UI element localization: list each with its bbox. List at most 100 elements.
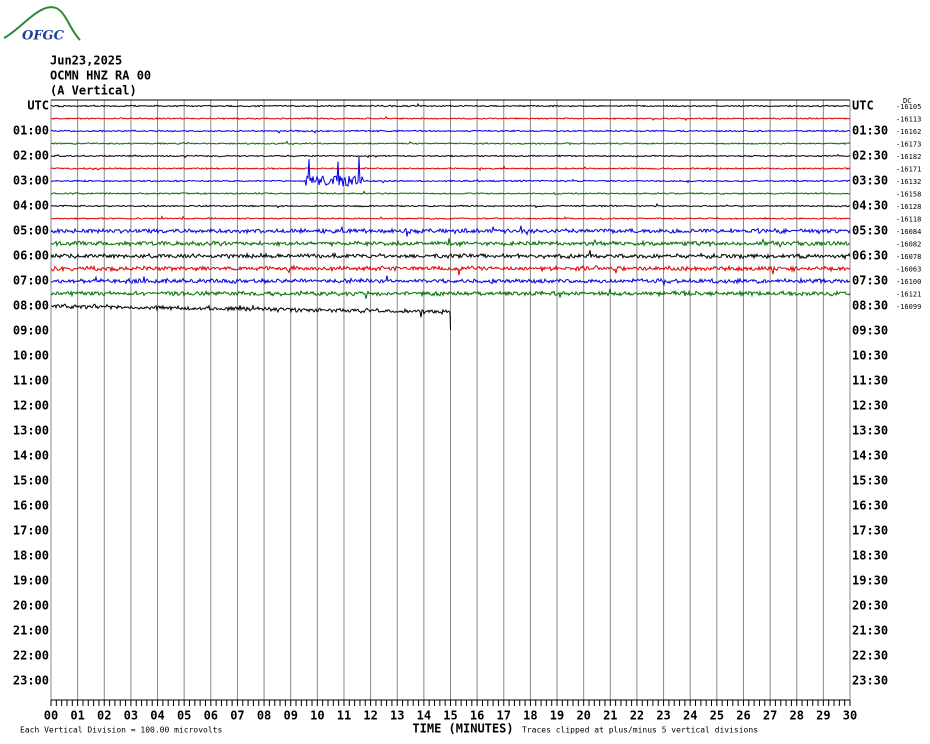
offset-label: -16063 (896, 266, 921, 274)
right-hour-label: 15:30 (852, 474, 888, 488)
right-hour-label: 09:30 (852, 324, 888, 338)
right-hour-label: 22:30 (852, 649, 888, 663)
x-tick-label: 12 (363, 709, 377, 723)
right-hour-label: 14:30 (852, 449, 888, 463)
right-hour-label: 18:30 (852, 549, 888, 563)
offset-label: -16078 (896, 253, 921, 261)
offset-label: -16182 (896, 153, 921, 161)
left-hour-label: 02:00 (13, 149, 49, 163)
left-hour-label: 06:00 (13, 249, 49, 263)
x-tick-label: 07 (230, 709, 244, 723)
x-tick-label: 26 (736, 709, 750, 723)
right-hour-label: 03:30 (852, 174, 888, 188)
left-hour-label: 09:00 (13, 324, 49, 338)
offset-label: -16113 (896, 116, 921, 124)
x-tick-label: 13 (390, 709, 404, 723)
left-hour-label: 22:00 (13, 649, 49, 663)
x-tick-label: 18 (523, 709, 537, 723)
right-hour-label: 11:30 (852, 374, 888, 388)
left-hour-label: 17:00 (13, 524, 49, 538)
trace (50, 129, 851, 134)
x-tick-label: 06 (204, 709, 218, 723)
x-tick-label: 00 (44, 709, 58, 723)
x-tick-label: 25 (710, 709, 724, 723)
x-tick-label: 24 (683, 709, 697, 723)
x-tick-label: 27 (763, 709, 777, 723)
footer-left: Each Vertical Division = 100.00 microvol… (20, 726, 222, 735)
x-tick-label: 14 (417, 709, 431, 723)
x-tick-label: 11 (337, 709, 351, 723)
left-hour-label: 15:00 (13, 474, 49, 488)
offset-label: -16171 (896, 166, 921, 174)
station: OCMN HNZ RA 00 (50, 69, 151, 83)
trace (50, 215, 851, 221)
component: (A Vertical) (50, 84, 137, 98)
x-tick-label: 22 (630, 709, 644, 723)
offset-label: -16158 (896, 191, 921, 199)
left-hour-label: 14:00 (13, 449, 49, 463)
offset-label: -16162 (896, 128, 921, 136)
left-hour-label: 13:00 (13, 424, 49, 438)
offset-label: -16128 (896, 203, 921, 211)
right-hour-label: 19:30 (852, 574, 888, 588)
trace (50, 225, 851, 237)
right-hour-label: 13:30 (852, 424, 888, 438)
offset-label: -16118 (896, 216, 921, 224)
logo-text: OFGC (22, 29, 65, 44)
x-tick-label: 09 (283, 709, 297, 723)
right-hour-label: 16:30 (852, 499, 888, 513)
right-hour-label: UTC (852, 99, 874, 113)
trace (50, 156, 851, 188)
left-hour-label: 20:00 (13, 599, 49, 613)
x-tick-label: 28 (790, 709, 804, 723)
trace (50, 140, 851, 146)
offset-label: -16082 (896, 241, 921, 249)
x-axis-title: TIME (MINUTES) (412, 722, 513, 736)
x-tick-label: 04 (150, 709, 164, 723)
left-hour-label: 10:00 (13, 349, 49, 363)
x-tick-label: 17 (497, 709, 511, 723)
left-hour-label: 01:00 (13, 124, 49, 138)
x-tick-label: 02 (97, 709, 111, 723)
right-hour-label: 08:30 (852, 299, 888, 313)
left-hour-label: 11:00 (13, 374, 49, 388)
x-tick-label: 03 (124, 709, 138, 723)
left-hour-label: 05:00 (13, 224, 49, 238)
offset-label: -16132 (896, 178, 921, 186)
x-tick-label: 23 (656, 709, 670, 723)
right-hour-label: 12:30 (852, 399, 888, 413)
trace (50, 190, 851, 196)
x-tick-label: 16 (470, 709, 484, 723)
x-tick-label: 05 (177, 709, 191, 723)
right-hour-label: 10:30 (852, 349, 888, 363)
left-hour-label: 16:00 (13, 499, 49, 513)
right-hour-label: 06:30 (852, 249, 888, 263)
x-tick-label: 08 (257, 709, 271, 723)
offset-label: -16173 (896, 141, 921, 149)
right-hour-label: 17:30 (852, 524, 888, 538)
right-hour-label: 02:30 (852, 149, 888, 163)
left-hour-label: 12:00 (13, 399, 49, 413)
footer-right: Traces clipped at plus/minus 5 vertical … (522, 726, 758, 735)
trace (50, 202, 851, 209)
offset-label: -16100 (896, 278, 921, 286)
trace (50, 288, 851, 299)
trace (50, 250, 851, 261)
left-hour-label: 23:00 (13, 674, 49, 688)
x-tick-label: 15 (443, 709, 457, 723)
left-hour-label: 21:00 (13, 624, 49, 638)
trace (50, 275, 851, 287)
date: Jun23,2025 (50, 54, 122, 68)
right-hour-label: 04:30 (852, 199, 888, 213)
trace (50, 264, 851, 276)
trace (50, 165, 851, 172)
right-hour-label: 20:30 (852, 599, 888, 613)
left-hour-label: 03:00 (13, 174, 49, 188)
right-hour-label: 07:30 (852, 274, 888, 288)
x-tick-label: 20 (576, 709, 590, 723)
left-hour-label: 04:00 (13, 199, 49, 213)
logo-arc (3, 6, 81, 41)
offset-label: -16099 (896, 303, 921, 311)
offset-label: -16105 (896, 103, 921, 111)
